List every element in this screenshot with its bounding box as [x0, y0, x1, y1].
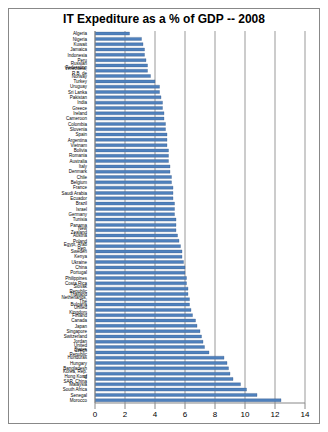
- svg-text:Austria: Austria: [73, 233, 88, 238]
- svg-text:Brazil: Brazil: [76, 201, 87, 206]
- svg-text:Indonesia: Indonesia: [67, 53, 87, 58]
- svg-text:Italy: Italy: [79, 164, 88, 169]
- svg-text:Ukraine: Ukraine: [71, 260, 87, 265]
- svg-text:China: China: [75, 265, 87, 270]
- svg-text:Romania: Romania: [69, 153, 88, 158]
- svg-text:Bolivia: Bolivia: [74, 148, 88, 153]
- svg-text:Australia: Australia: [69, 159, 87, 164]
- svg-text:Turkey: Turkey: [73, 79, 87, 84]
- svg-text:UnitedStates: UnitedStates: [74, 343, 88, 353]
- svg-text:Singapore: Singapore: [66, 329, 87, 334]
- svg-text:France: France: [73, 185, 88, 190]
- svg-text:8: 8: [213, 410, 218, 419]
- svg-text:Germany: Germany: [68, 212, 87, 217]
- svg-text:Senegal: Senegal: [70, 393, 87, 398]
- svg-text:South Africa: South Africa: [63, 387, 88, 392]
- svg-text:12: 12: [271, 410, 280, 419]
- svg-text:Tunisia: Tunisia: [73, 217, 88, 222]
- svg-text:Nigeria: Nigeria: [73, 37, 88, 42]
- svg-text:Cameroon: Cameroon: [66, 116, 88, 121]
- svg-text:Morocco: Morocco: [70, 398, 88, 403]
- svg-text:Pakistan: Pakistan: [70, 95, 88, 100]
- svg-text:Slovenia: Slovenia: [70, 127, 88, 132]
- svg-text:Chile: Chile: [77, 175, 88, 180]
- svg-text:RussianFederation: RussianFederation: [65, 61, 87, 71]
- svg-text:Algeria: Algeria: [73, 31, 88, 36]
- svg-text:Korea, Rep.of: Korea, Rep.of: [63, 369, 88, 379]
- svg-text:2: 2: [123, 410, 128, 419]
- svg-text:India: India: [77, 100, 87, 105]
- svg-text:Sweden: Sweden: [71, 249, 88, 254]
- svg-text:Honduras: Honduras: [67, 355, 87, 360]
- svg-text:6: 6: [183, 410, 188, 419]
- svg-text:Finland: Finland: [72, 313, 87, 318]
- svg-text:Greece: Greece: [72, 106, 87, 111]
- svg-text:Norway: Norway: [72, 74, 88, 79]
- svg-text:Portugal: Portugal: [70, 270, 87, 275]
- svg-text:4: 4: [153, 410, 158, 419]
- svg-text:Malaysia: Malaysia: [69, 382, 87, 387]
- svg-text:Colombia: Colombia: [68, 122, 88, 127]
- svg-text:14: 14: [301, 410, 310, 419]
- svg-text:Canada: Canada: [71, 318, 87, 323]
- svg-text:Argentina: Argentina: [68, 138, 88, 143]
- svg-text:Israel: Israel: [76, 207, 87, 212]
- svg-text:Ecuador: Ecuador: [70, 196, 87, 201]
- svg-text:Saudi Arabia: Saudi Arabia: [61, 191, 87, 196]
- svg-text:Uruguay: Uruguay: [70, 84, 88, 89]
- svg-text:Sri Lanka: Sri Lanka: [68, 90, 88, 95]
- svg-text:Philippines: Philippines: [65, 276, 88, 281]
- svg-text:Spain: Spain: [75, 132, 87, 137]
- svg-text:Vietnam: Vietnam: [71, 143, 88, 148]
- svg-text:10: 10: [241, 410, 250, 419]
- svg-text:Ireland: Ireland: [73, 111, 87, 116]
- svg-text:Kenya: Kenya: [74, 254, 87, 259]
- svg-text:Denmark: Denmark: [69, 169, 88, 174]
- svg-text:Kuwait: Kuwait: [73, 42, 87, 47]
- svg-text:0: 0: [93, 410, 98, 419]
- svg-text:Hungary: Hungary: [70, 361, 88, 366]
- svg-text:Switzerland: Switzerland: [64, 334, 88, 339]
- svg-text:Jamaica: Jamaica: [70, 47, 87, 52]
- svg-text:Japan: Japan: [75, 324, 88, 329]
- svg-text:Belgium: Belgium: [71, 180, 88, 185]
